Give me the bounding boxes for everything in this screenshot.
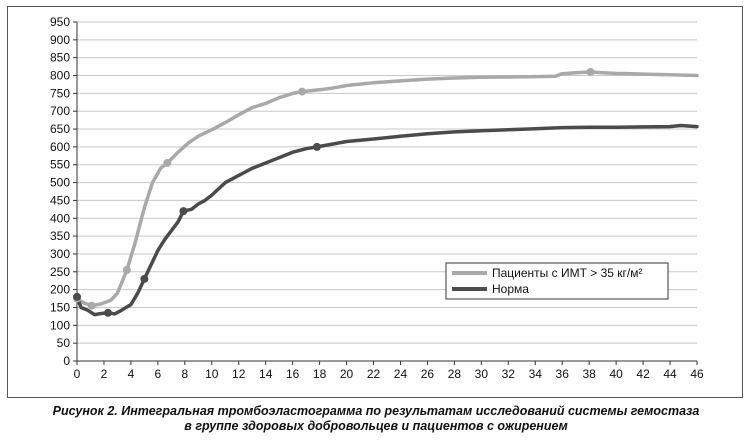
series-line-0 [75, 70, 699, 308]
x-tick-label-22: 22 [367, 367, 381, 381]
y-tick-label-150: 150 [50, 300, 70, 314]
legend-label-obese: Пациенты с ИМТ > 35 кг/м² [492, 266, 642, 280]
series-line-1 [75, 123, 699, 317]
y-tick-label-50: 50 [57, 336, 71, 350]
y-tick-label-500: 500 [50, 176, 70, 190]
x-tick-label-42: 42 [636, 367, 650, 381]
tick-labels: 0501001502002503003504004505005506006507… [50, 15, 704, 381]
y-tick-label-800: 800 [50, 69, 70, 83]
y-tick-label-100: 100 [50, 318, 70, 332]
x-tick-label-18: 18 [313, 367, 327, 381]
x-tick-label-28: 28 [448, 367, 462, 381]
series-0-marker-5 [586, 67, 595, 76]
x-tick-label-30: 30 [475, 367, 489, 381]
x-tick-label-20: 20 [340, 367, 354, 381]
y-tick-label-200: 200 [50, 283, 70, 297]
x-tick-label-38: 38 [582, 367, 596, 381]
grid-lines [77, 21, 697, 344]
y-tick-label-400: 400 [50, 211, 70, 225]
x-tick-label-4: 4 [128, 367, 135, 381]
series-lines [75, 70, 699, 317]
y-tick-label-250: 250 [50, 265, 70, 279]
caption-line-1: Рисунок 2. Интегральная тромбоэластограм… [52, 404, 700, 418]
y-tick-label-900: 900 [50, 33, 70, 47]
y-tick-label-450: 450 [50, 193, 70, 207]
x-tick-label-32: 32 [502, 367, 516, 381]
legend-box [445, 262, 669, 300]
axes [73, 21, 698, 365]
series-0-marker-2 [122, 266, 131, 275]
x-tick-label-10: 10 [205, 367, 219, 381]
series-markers [73, 67, 595, 317]
figure-frame [7, 6, 743, 398]
y-tick-label-700: 700 [50, 104, 70, 118]
series-1-marker-0 [73, 292, 81, 301]
y-tick-label-650: 650 [50, 122, 70, 136]
y-tick-label-0: 0 [63, 354, 70, 368]
x-tick-label-14: 14 [259, 367, 273, 381]
x-tick-label-46: 46 [690, 367, 704, 381]
x-tick-label-36: 36 [556, 367, 570, 381]
series-0-marker-3 [163, 158, 172, 167]
x-tick-label-8: 8 [181, 367, 188, 381]
x-tick-label-44: 44 [663, 367, 677, 381]
series-1-marker-2 [140, 274, 149, 283]
x-tick-label-6: 6 [155, 367, 162, 381]
caption-line-2: в группе здоровых добровольцев и пациент… [184, 419, 568, 433]
x-tick-label-0: 0 [74, 367, 81, 381]
line-chart: 0501001502002503003504004505005506006507… [50, 15, 704, 381]
x-tick-label-2: 2 [101, 367, 108, 381]
series-0-marker-4 [298, 87, 307, 96]
series-1-marker-4 [312, 142, 321, 151]
y-tick-label-550: 550 [50, 158, 70, 172]
x-tick-label-40: 40 [609, 367, 623, 381]
legend-label-norm: Норма [492, 282, 529, 296]
legend: Пациенты с ИМТ > 35 кг/м² Норма [445, 262, 669, 300]
y-tick-label-350: 350 [50, 229, 70, 243]
figure-caption: Рисунок 2. Интегральная тромбоэластограм… [0, 404, 752, 434]
series-0-marker-1 [87, 301, 96, 310]
y-tick-label-600: 600 [50, 140, 70, 154]
series-1-marker-3 [179, 207, 188, 216]
y-tick-label-850: 850 [50, 51, 70, 65]
x-tick-label-34: 34 [529, 367, 543, 381]
y-tick-label-750: 750 [50, 86, 70, 100]
y-tick-label-950: 950 [50, 15, 70, 29]
x-tick-label-26: 26 [421, 367, 435, 381]
series-1-marker-1 [104, 308, 112, 317]
y-tick-label-300: 300 [50, 247, 70, 261]
x-tick-label-16: 16 [286, 367, 300, 381]
x-tick-label-24: 24 [394, 367, 408, 381]
x-tick-label-12: 12 [232, 367, 246, 381]
